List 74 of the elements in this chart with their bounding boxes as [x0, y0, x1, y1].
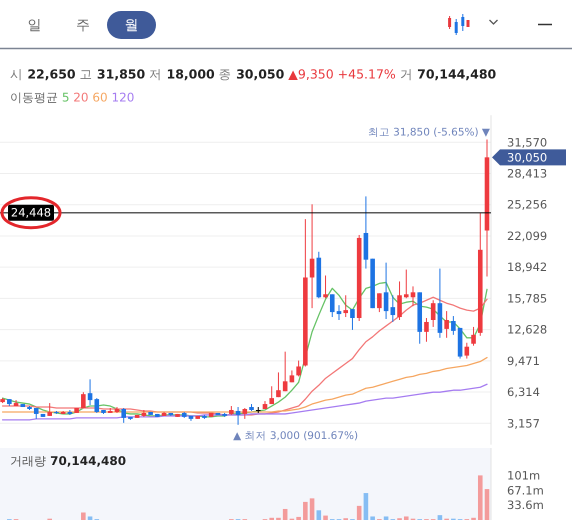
legend-title: 이동평균: [10, 90, 58, 104]
y-tick-label: 18,942: [507, 260, 548, 274]
candlestick: [47, 402, 52, 416]
bar: [384, 516, 388, 520]
candlestick: [384, 262, 388, 320]
candlestick: [34, 408, 39, 420]
bar: [370, 516, 375, 520]
bar: [478, 475, 483, 520]
text: 일: [28, 18, 42, 34]
candlestick: [242, 408, 248, 420]
y-tick-label: 3,157: [507, 416, 540, 430]
bar: [282, 508, 288, 520]
candlestick: [269, 386, 274, 405]
text: 시 22,650 고 31,850 저 18,000 종 30,050 ▲9,350 +45.17% 거 70,144,480: [10, 66, 496, 81]
bar: [316, 510, 322, 520]
candlestick: [464, 342, 470, 360]
candlestick: [390, 294, 396, 322]
candlestick: [377, 292, 382, 313]
bar: [310, 498, 314, 520]
text: 거래량 70,144,480: [10, 454, 126, 468]
candlestick: [410, 286, 416, 307]
y-tick-label: 12,628: [507, 322, 548, 337]
text: 120: [108, 90, 134, 104]
candlestick: [282, 351, 288, 392]
candlestick: [94, 398, 100, 414]
text: 60: [88, 90, 108, 104]
candlestick: [336, 304, 342, 320]
text: 주: [76, 18, 90, 34]
text: 5: [58, 90, 70, 104]
candlestick: [444, 310, 449, 338]
y-tick-label: 9,471: [507, 354, 540, 368]
text: 20: [69, 90, 89, 104]
text: 월: [124, 18, 138, 34]
y-tick-label: 22,099: [507, 228, 548, 243]
candlestick: [276, 372, 281, 398]
bar: [81, 512, 86, 520]
bar: [88, 516, 92, 520]
line-series: [2, 384, 488, 421]
candlestick: [343, 294, 348, 318]
candlestick: [88, 378, 92, 406]
y-tick-label: 31,570: [507, 135, 548, 150]
candlestick: [404, 269, 409, 299]
candlestick: [81, 392, 86, 409]
y-tick-label: 15,785: [507, 291, 548, 306]
bar: [323, 516, 328, 520]
candlestick: [121, 408, 126, 424]
candlestick: [451, 316, 456, 336]
bar: [356, 506, 362, 520]
bar: [303, 502, 308, 520]
candlestick: [424, 318, 429, 342]
y-tick-label: 25,256: [507, 198, 548, 212]
y-tick-label: 67.1m: [507, 483, 544, 498]
y-tick-label: 28,413: [507, 166, 548, 181]
bar: [404, 516, 409, 520]
annotation: 최고 31,850 (-5.65%) ▼: [368, 126, 491, 139]
y-tick-label: 101m: [507, 468, 540, 482]
candlestick: [397, 280, 402, 320]
text: 30,050: [507, 150, 548, 164]
candlestick: [471, 326, 476, 346]
candlestick: [430, 300, 436, 328]
bar: [364, 493, 368, 520]
bar: [296, 516, 301, 520]
y-tick-label: 33.6m: [507, 498, 544, 512]
candlestick: [350, 308, 355, 330]
y-tick-label: 6,314: [507, 385, 540, 400]
candlestick: [236, 406, 240, 426]
candlestick: [323, 275, 328, 299]
candlestick: [310, 204, 314, 309]
bar: [484, 489, 490, 520]
candlestick: [296, 360, 301, 377]
annotation: ▲ 최저 3,000 (901.67%): [233, 430, 358, 442]
bar: [438, 515, 442, 520]
candlestick: [330, 294, 335, 318]
candlestick: [290, 370, 294, 383]
